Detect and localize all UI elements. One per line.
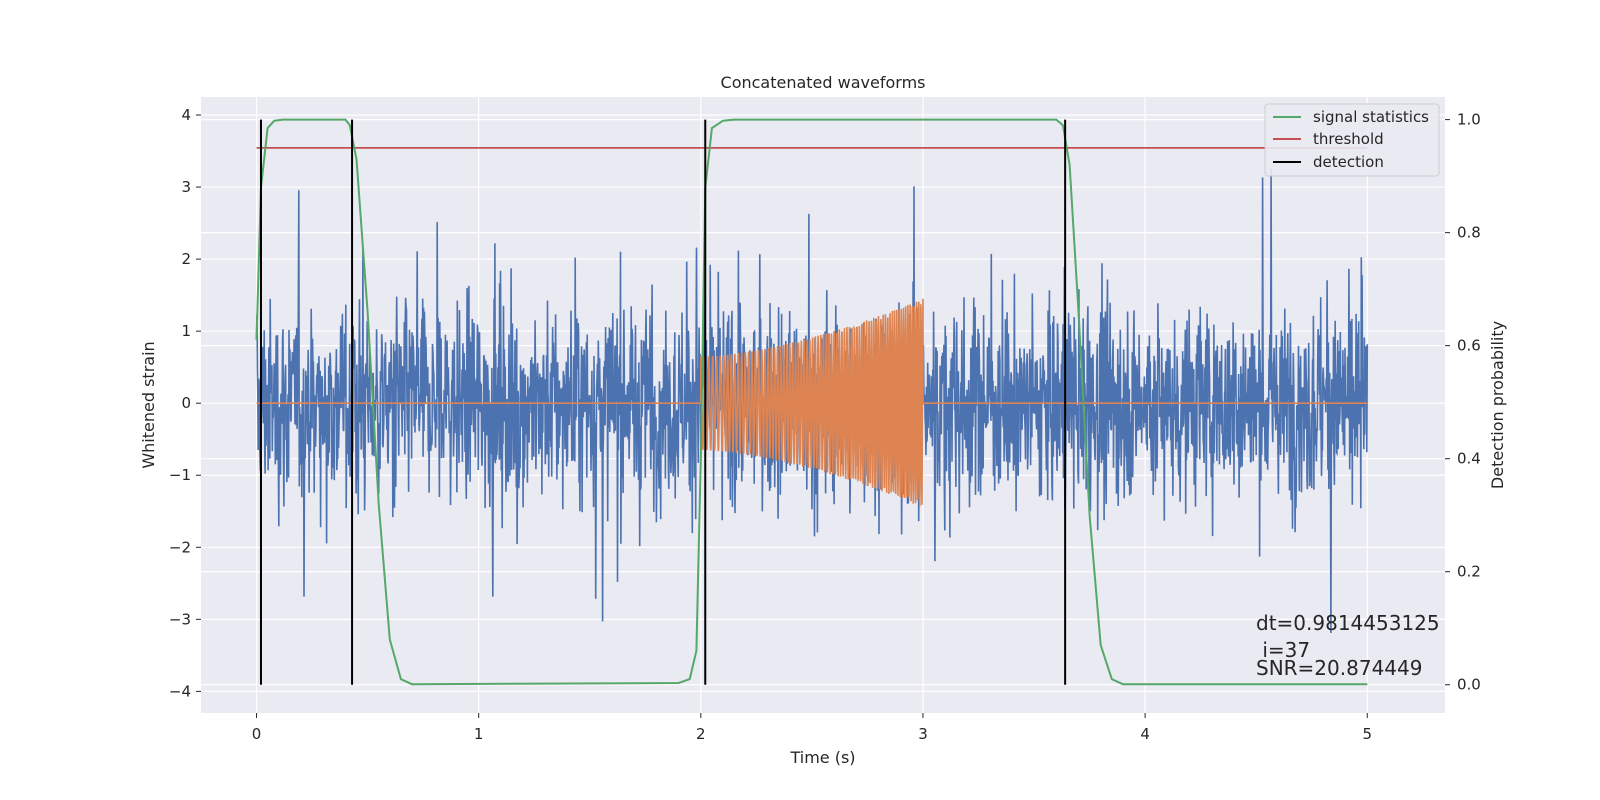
- axes: 0 1 2 3 4 5 −4 −3 −2 −1 0 1 2 3 4 0.0 0.2 0.4 0.6 0.8 1.0: [169, 106, 1481, 743]
- legend-label-signal-statistics: signal statistics: [1313, 108, 1429, 126]
- y-tick-label-left: 3: [181, 178, 191, 196]
- y-tick-label-left: 2: [181, 250, 191, 268]
- y-tick-label-right: 0.4: [1457, 450, 1481, 468]
- y-tick-label-right: 0.6: [1457, 337, 1481, 355]
- y-tick-label-left: −3: [169, 610, 191, 628]
- legend-box: [1264, 103, 1440, 177]
- x-tick-label: 0: [252, 725, 262, 743]
- legend-label-threshold: threshold: [1313, 130, 1384, 148]
- y-axis-label-right: Detection probability: [1488, 321, 1507, 489]
- y-tick-label-right: 0.2: [1457, 563, 1481, 581]
- x-axis-label: Time (s): [789, 748, 855, 767]
- annotation-i: i=37: [1256, 638, 1310, 662]
- x-tick-label: 2: [696, 725, 706, 743]
- y-tick-label-left: −2: [169, 538, 191, 556]
- series-injected-waveform: [256, 298, 1368, 507]
- y-axis-label-left: Whitened strain: [139, 341, 158, 468]
- y-tick-label-right: 0.8: [1457, 224, 1481, 242]
- series-signal-statistics: [255, 118, 1368, 686]
- chart-title: Concatenated waveforms: [721, 73, 926, 92]
- y-tick-label-left: −4: [169, 682, 191, 700]
- plot-area: [255, 118, 1369, 686]
- y-tick-label-left: −1: [169, 466, 191, 484]
- annotation-snr: SNR=20.874449: [1256, 656, 1422, 680]
- x-tick-label: 5: [1362, 725, 1372, 743]
- y-tick-label-right: 0.0: [1457, 676, 1481, 694]
- legend-label-detection: detection: [1313, 153, 1384, 171]
- y-tick-label-left: 4: [181, 106, 191, 124]
- x-tick-label: 4: [1140, 725, 1150, 743]
- x-tick-label: 1: [474, 725, 484, 743]
- annotation-dt: dt=0.9814453125: [1256, 611, 1440, 635]
- y-tick-label-left: 1: [181, 322, 191, 340]
- y-tick-label-right: 1.0: [1457, 111, 1481, 129]
- x-tick-label: 3: [918, 725, 928, 743]
- series-whitened-noise: [255, 168, 1369, 634]
- y-tick-label-left: 0: [181, 394, 191, 412]
- legend: signal statistics threshold detection: [1264, 103, 1440, 177]
